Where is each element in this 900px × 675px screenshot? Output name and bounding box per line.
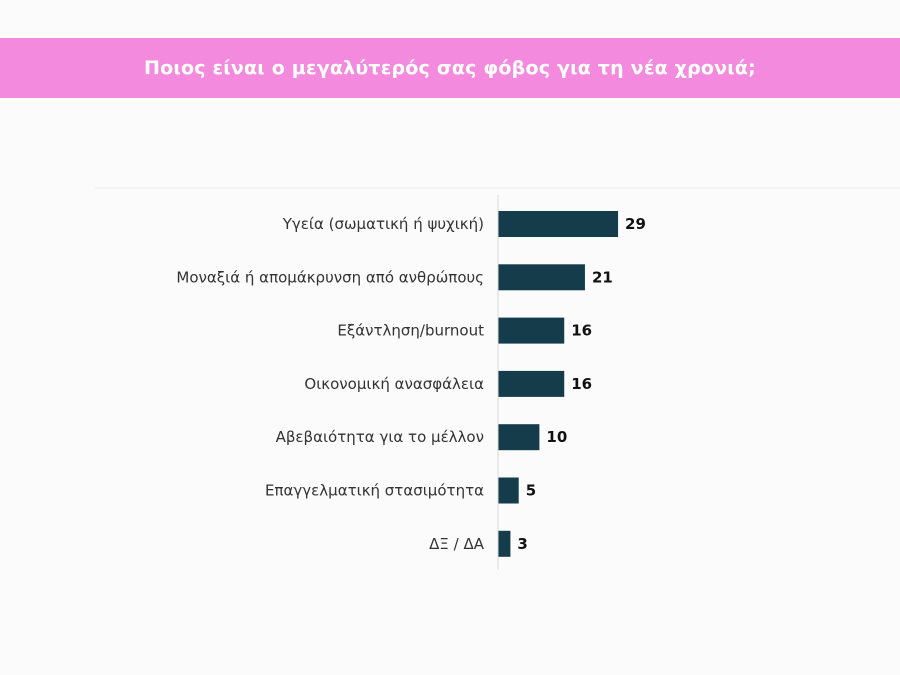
bar-4 xyxy=(498,424,540,451)
category-label-6: ΔΞ / ΔΑ xyxy=(429,535,485,553)
bars-layer: Υγεία (σωματική ή ψυχική) 29 Μοναξιά ή απο… xyxy=(176,211,646,557)
value-label-3: 16 xyxy=(571,375,592,393)
value-label-4: 10 xyxy=(546,428,567,446)
category-label-4: Αβεβαιότητα για το μέλλον xyxy=(276,428,484,446)
bar-6 xyxy=(498,530,511,557)
category-label-5: Επαγγελματική στασιμότητα xyxy=(265,482,484,500)
title-banner: Ποιος είναι ο μεγαλύτερός σας φόβος για … xyxy=(0,38,900,98)
value-label-0: 29 xyxy=(625,215,646,233)
category-label-3: Οικονομική ανασφάλεια xyxy=(304,375,484,393)
category-label-0: Υγεία (σωματική ή ψυχική) xyxy=(282,215,484,233)
category-label-2: Εξάντληση/burnout xyxy=(337,322,484,340)
bar-2 xyxy=(498,317,565,344)
bar-5 xyxy=(498,477,519,504)
value-label-1: 21 xyxy=(592,268,613,286)
value-label-2: 16 xyxy=(571,322,592,340)
value-label-5: 5 xyxy=(526,482,536,500)
bar-3 xyxy=(498,370,565,397)
category-label-1: Μοναξιά ή απομάκρυνση από ανθρώπους xyxy=(176,268,484,286)
value-label-6: 3 xyxy=(517,535,527,553)
chart-title: Ποιος είναι ο μεγαλύτερός σας φόβος για … xyxy=(144,57,756,79)
bar-1 xyxy=(498,264,585,291)
bar-0 xyxy=(498,211,619,237)
